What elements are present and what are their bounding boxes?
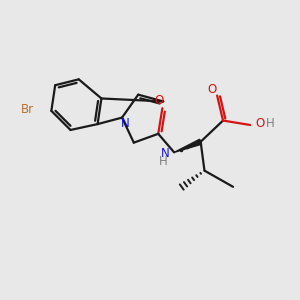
Text: N: N bbox=[161, 147, 170, 160]
Polygon shape bbox=[174, 139, 202, 152]
Text: Br: Br bbox=[21, 103, 34, 116]
Text: N: N bbox=[121, 117, 129, 130]
Text: O: O bbox=[255, 117, 265, 130]
Text: H: H bbox=[159, 155, 167, 168]
Text: O: O bbox=[207, 82, 217, 95]
Text: O: O bbox=[155, 94, 164, 107]
Text: H: H bbox=[266, 117, 275, 130]
